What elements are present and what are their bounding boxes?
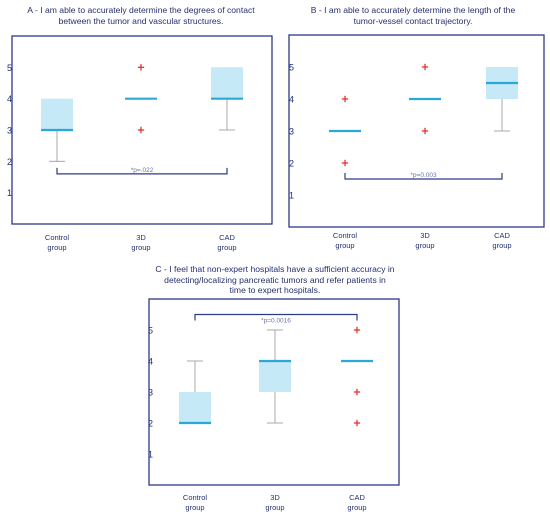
panel-c-x-tick-label-3d: 3D bbox=[270, 493, 280, 502]
panel-b-y-tick-label: 1 bbox=[289, 191, 294, 201]
panel-b-outlier-3d bbox=[421, 63, 429, 71]
panel-c-box-control bbox=[179, 392, 211, 423]
panel-c-outlier-cad bbox=[353, 388, 361, 396]
panel-a-p-value-label: *p=.022 bbox=[131, 167, 154, 174]
panel-c-title-line-1: C - I feel that non-expert hospitals hav… bbox=[155, 264, 395, 274]
panel-b-outlier-control bbox=[341, 95, 349, 103]
panel-c-y-tick-label: 1 bbox=[148, 450, 153, 460]
panel-b-y-tick-label: 4 bbox=[289, 95, 294, 105]
panel-b-y-tick-label: 2 bbox=[289, 159, 294, 169]
panel-c-box-3d bbox=[259, 361, 291, 392]
panel-c-x-tick-label-control: group bbox=[185, 503, 204, 512]
panel-b-outlier-control bbox=[341, 159, 349, 167]
panel-c-x-tick-label-3d: group bbox=[265, 503, 284, 512]
panel-c-x-tick-label-cad: CAD bbox=[349, 493, 365, 502]
panel-a-y-tick-label: 3 bbox=[7, 126, 12, 136]
panel-a-box-control bbox=[41, 98, 73, 130]
panel-c-title-line-2: detecting/localizing pancreatic tumors a… bbox=[164, 274, 386, 285]
panel-c-outlier-cad bbox=[353, 419, 361, 427]
panel-a-box-cad bbox=[211, 67, 243, 99]
panel-b-plot-frame bbox=[288, 34, 545, 228]
panel-c-outlier-cad bbox=[353, 326, 361, 334]
panel-b-y-tick-label: 5 bbox=[289, 63, 294, 73]
panel-a-y-tick-label: 4 bbox=[7, 94, 12, 104]
panel-c-p-value-label: *p=0.0016 bbox=[261, 318, 291, 325]
panel-a-x-tick-label-3d: group bbox=[131, 243, 150, 252]
panel-b-title-line-1: B - I am able to accurately determine th… bbox=[310, 5, 516, 15]
panel-a-outlier-3d bbox=[137, 126, 145, 134]
panel-c-x-tick-label-control: Control bbox=[183, 493, 208, 502]
panel-a-x-tick-label-control: Control bbox=[45, 233, 70, 242]
panel-b-title-line-2: tumor-vessel contact trajectory. bbox=[353, 15, 473, 26]
panel-a-x-tick-label-cad: CAD bbox=[219, 233, 235, 242]
panel-c-title-line-3: time to expert hospitals. bbox=[229, 285, 321, 295]
panel-c-x-tick-label-cad: group bbox=[347, 503, 366, 512]
panel-a-y-tick-label: 1 bbox=[7, 188, 12, 198]
panel-a-title-line-1: A - I am able to accurately determine th… bbox=[27, 5, 255, 15]
panel-a-y-tick-label: 5 bbox=[7, 63, 12, 73]
panel-a-y-tick-label: 2 bbox=[7, 157, 12, 167]
panel-c-plot-frame bbox=[148, 298, 400, 486]
panel-b-x-tick-label-cad: CAD bbox=[494, 231, 510, 240]
panel-c-y-tick-label: 4 bbox=[148, 357, 153, 367]
panel-b-outlier-3d bbox=[421, 127, 429, 135]
panel-a-outlier-3d bbox=[137, 64, 145, 71]
panel-c-y-tick-label: 3 bbox=[148, 388, 153, 398]
panel-c-plot: 12345Controlgroup3DgroupCADgroup*p=0.001… bbox=[148, 298, 400, 512]
panel-b-x-tick-label-control: Control bbox=[333, 231, 358, 240]
panel-a-title-line-2: between the tumor and vascular structure… bbox=[58, 15, 224, 26]
panel-b-x-tick-label-3d: group bbox=[415, 241, 434, 250]
panel-b-x-tick-label-cad: group bbox=[492, 241, 511, 250]
panel-a-plot-frame bbox=[11, 35, 273, 225]
panel-c-significance-bracket bbox=[194, 313, 358, 321]
panel-b-y-tick-label: 3 bbox=[289, 127, 294, 137]
panel-c-y-tick-label: 5 bbox=[148, 326, 153, 336]
panel-b-title: B - I am able to accurately determine th… bbox=[283, 5, 543, 26]
panel-a-title: A - I am able to accurately determine th… bbox=[10, 5, 272, 26]
panel-a-x-tick-label-cad: group bbox=[217, 243, 236, 252]
panel-a-significance-bracket bbox=[56, 167, 228, 175]
panel-b-x-tick-label-control: group bbox=[335, 241, 354, 250]
panel-a-x-tick-label-control: group bbox=[47, 243, 66, 252]
panel-b-p-value-label: *p=0.003 bbox=[410, 172, 437, 179]
panel-c-y-tick-label: 2 bbox=[148, 419, 153, 429]
panel-b-x-tick-label-3d: 3D bbox=[420, 231, 430, 240]
panel-c-title: C - I feel that non-expert hospitals hav… bbox=[120, 264, 430, 296]
panel-b-significance-bracket bbox=[344, 173, 503, 180]
panel-a-x-tick-label-3d: 3D bbox=[136, 233, 146, 242]
